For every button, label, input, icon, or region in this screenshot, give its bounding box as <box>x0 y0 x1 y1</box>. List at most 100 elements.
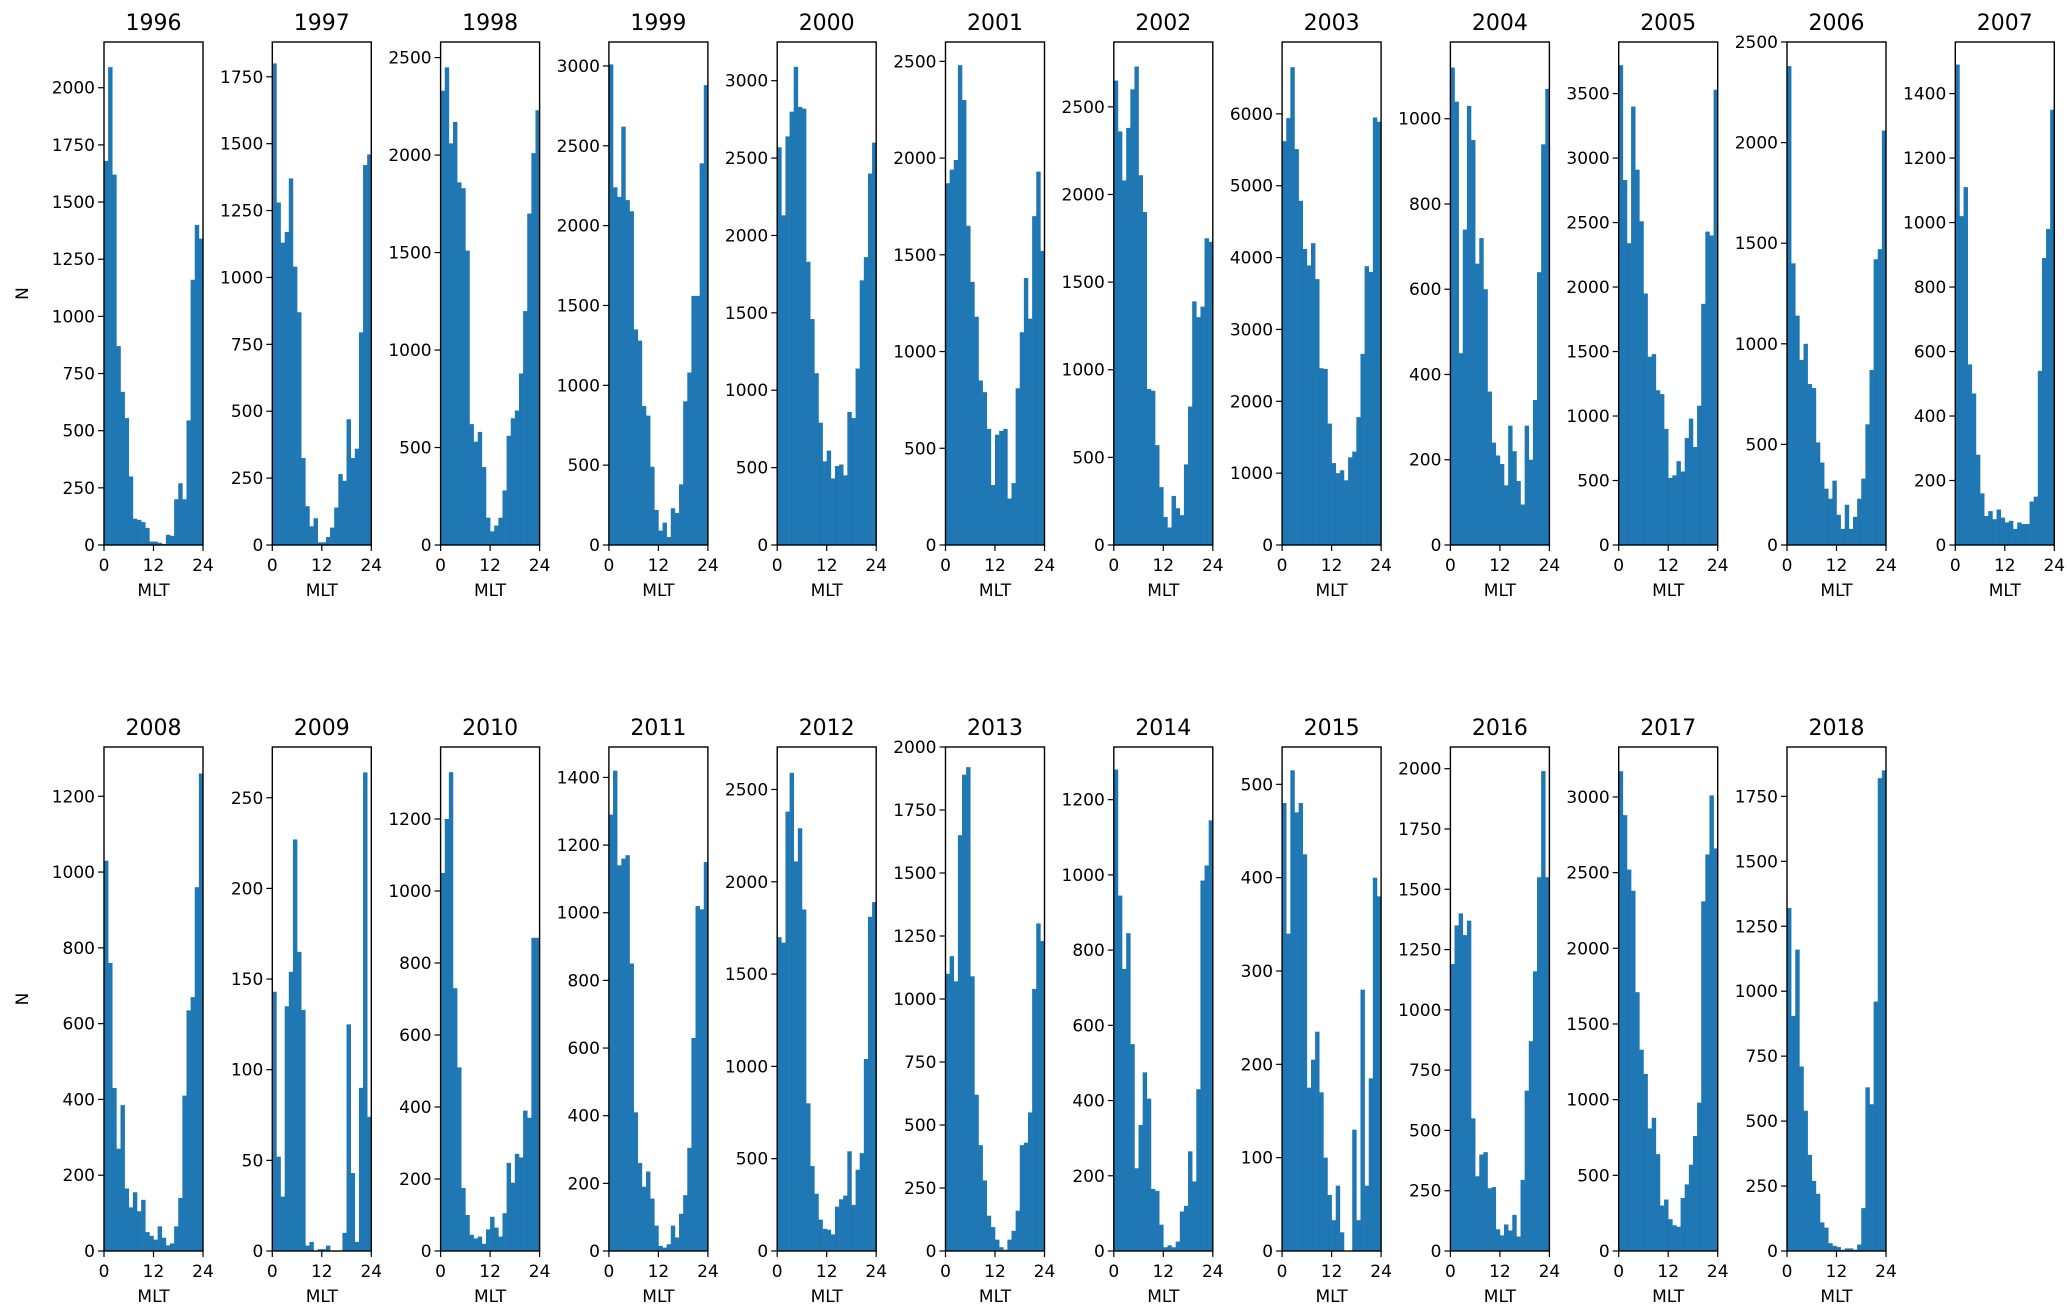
bar-2004-bin-18 <box>1524 425 1530 545</box>
bar-2004-bin-16 <box>1516 481 1521 545</box>
bar-2008-bin-6 <box>128 1207 134 1251</box>
bar-1998-bin-9 <box>477 431 483 545</box>
y-tick-label: 0 <box>1431 1242 1442 1262</box>
x-axis-label: MLT <box>979 1287 1012 1306</box>
y-tick-label: 1200 <box>52 787 95 807</box>
bar-1999-bin-22 <box>699 163 705 546</box>
bar-1996-bin-21 <box>190 279 196 545</box>
bar-1996-bin-18 <box>178 483 183 545</box>
bar-2015-bin-9 <box>1319 1092 1324 1251</box>
bar-2007-bin-12 <box>2004 522 2010 545</box>
bar-2017-bin-8 <box>1651 1117 1657 1251</box>
y-tick-label: 0 <box>84 536 95 556</box>
bar-2017-bin-4 <box>1635 992 1640 1251</box>
bar-2002-bin-17 <box>1183 464 1189 545</box>
bar-2009-bin-1 <box>276 1156 281 1251</box>
x-tick-label: 0 <box>99 1262 110 1282</box>
y-tick-label: 1500 <box>1566 343 1609 363</box>
bar-1997-bin-18 <box>346 419 351 545</box>
bar-2016-bin-13 <box>1504 1224 1509 1251</box>
y-tick-label: 2000 <box>1062 185 1105 205</box>
x-tick-label: 0 <box>940 1262 951 1282</box>
bar-2002-bin-23 <box>1208 241 1214 546</box>
x-axis-label: MLT <box>306 581 339 601</box>
bar-2007-bin-2 <box>1963 187 1968 545</box>
bar-2012-bin-3 <box>789 772 794 1251</box>
bar-2009-bin-21 <box>358 1087 364 1251</box>
x-tick-label: 0 <box>267 556 278 576</box>
bar-2010-bin-9 <box>477 1236 483 1251</box>
bar-2017-bin-10 <box>1659 1205 1665 1251</box>
bar-1996-bin-2 <box>112 174 117 546</box>
y-tick-label: 200 <box>1914 472 1946 492</box>
bar-2006-bin-18 <box>1861 478 1866 545</box>
bar-2016-bin-5 <box>1471 1118 1476 1251</box>
x-tick-label: 0 <box>603 556 614 576</box>
bar-2018-bin-12 <box>1836 1247 1841 1251</box>
bar-1998-bin-11 <box>485 517 491 545</box>
bar-2011-bin-0 <box>608 814 614 1251</box>
bar-2005-bin-4 <box>1635 169 1640 545</box>
bar-2003-bin-20 <box>1364 266 1370 545</box>
bar-2004-bin-0 <box>1450 67 1455 545</box>
bar-2012-bin-16 <box>843 1195 848 1251</box>
bar-2011-bin-7 <box>637 1163 643 1251</box>
bar-2009-bin-2 <box>280 1196 285 1251</box>
y-tick-label: 600 <box>1409 280 1441 300</box>
bar-2010-bin-13 <box>494 1227 499 1251</box>
bar-2011-bin-16 <box>674 1237 680 1251</box>
bar-2006-bin-14 <box>1844 504 1850 545</box>
bar-1998-bin-19 <box>518 373 524 545</box>
bar-2018-bin-5 <box>1807 1154 1813 1251</box>
y-tick-label: 750 <box>1746 1047 1778 1067</box>
bar-2017-bin-13 <box>1672 1225 1677 1251</box>
bar-2017-bin-14 <box>1676 1226 1681 1251</box>
bar-2012-bin-11 <box>822 1228 827 1251</box>
bar-2012-bin-18 <box>851 1204 856 1251</box>
bar-2013-bin-23 <box>1040 941 1045 1251</box>
bar-2008-bin-17 <box>174 1226 179 1251</box>
bar-2000-bin-8 <box>810 319 815 545</box>
bar-2014-bin-1 <box>1117 895 1123 1251</box>
bar-2001-bin-3 <box>957 65 963 545</box>
bar-2014-bin-23 <box>1208 820 1214 1251</box>
y-tick-label: 500 <box>1746 435 1778 455</box>
bar-2014-bin-2 <box>1122 968 1127 1251</box>
bar-2002-bin-20 <box>1196 317 1201 545</box>
bar-2016-bin-22 <box>1541 771 1546 1251</box>
bar-2002-bin-21 <box>1200 306 1205 545</box>
bar-1998-bin-2 <box>448 143 454 545</box>
x-tick-label: 0 <box>435 556 446 576</box>
bar-2013-bin-1 <box>949 956 955 1251</box>
bar-2011-bin-11 <box>654 1225 659 1251</box>
bar-1997-bin-7 <box>301 458 306 545</box>
bar-1998-bin-21 <box>527 213 532 545</box>
y-tick-label: 300 <box>1241 962 1273 982</box>
bar-2004-bin-22 <box>1541 144 1546 545</box>
bar-2005-bin-12 <box>1668 477 1673 545</box>
bar-2001-bin-5 <box>966 225 971 546</box>
x-tick-label: 12 <box>1321 1262 1343 1282</box>
panel-title: 2016 <box>1472 716 1528 741</box>
bar-2015-bin-0 <box>1282 803 1287 1251</box>
bar-1997-bin-12 <box>321 542 327 545</box>
bar-1998-bin-16 <box>506 435 512 545</box>
bar-2002-bin-8 <box>1146 389 1152 545</box>
bar-2009-bin-19 <box>350 1173 356 1251</box>
bar-2008-bin-12 <box>153 1239 158 1251</box>
y-tick-label: 200 <box>231 879 263 899</box>
bar-2000-bin-2 <box>785 136 790 545</box>
bar-2007-bin-21 <box>2041 258 2047 545</box>
x-tick-label: 12 <box>143 1262 165 1282</box>
bar-2016-bin-20 <box>1532 971 1538 1251</box>
x-tick-label: 12 <box>479 556 501 576</box>
bar-2007-bin-14 <box>2013 528 2018 545</box>
bar-2009-bin-6 <box>297 951 302 1251</box>
bar-2003-bin-23 <box>1376 121 1382 545</box>
bar-2006-bin-15 <box>1848 528 1854 545</box>
bar-2003-bin-22 <box>1372 117 1378 545</box>
bar-2009-bin-9 <box>309 1241 314 1251</box>
histogram-panel-2016: 2016 0 250 500 750 1000 1250 1500 1750 2000 0 12 24 M… <box>1398 716 1560 1306</box>
y-tick-label: 400 <box>399 1098 431 1118</box>
bar-1996-bin-20 <box>186 420 191 545</box>
